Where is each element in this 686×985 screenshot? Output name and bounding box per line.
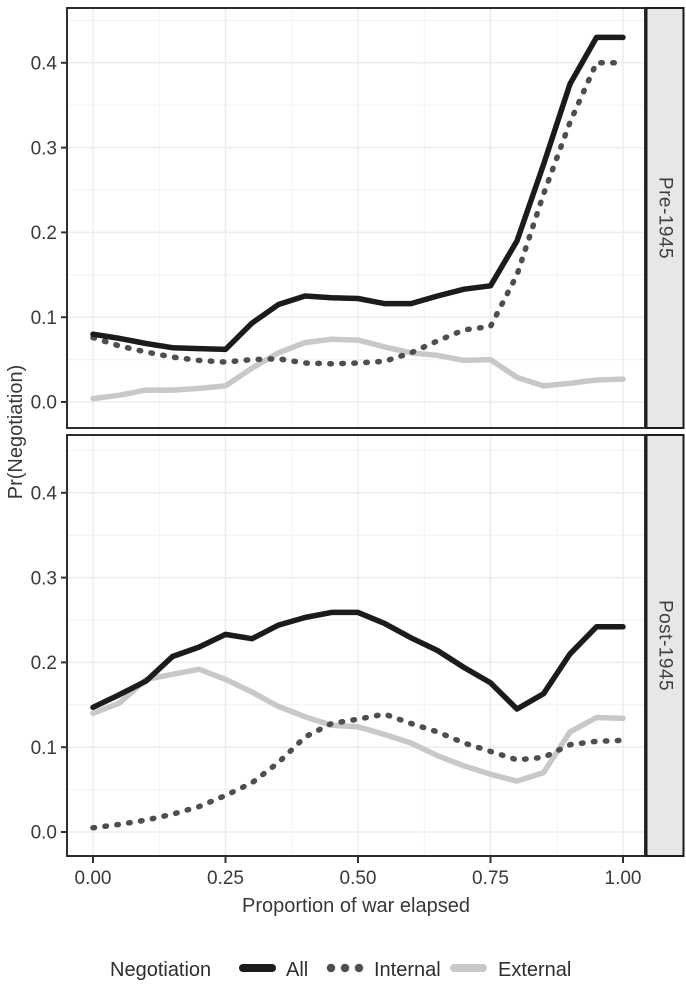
y-tick-label: 0.1	[31, 738, 57, 759]
y-tick-label: 0.2	[31, 653, 57, 674]
legend-item-internal: Internal	[326, 959, 441, 981]
y-tick-label: 0.1	[31, 308, 57, 329]
y-tick-label: 0.2	[31, 223, 57, 244]
y-tick-label: 0.3	[31, 568, 57, 589]
y-tick-label: 0.0	[31, 393, 57, 414]
facet-strip-post-1945	[645, 434, 685, 857]
series-line-external-pre-1945	[90, 336, 626, 402]
panel-border-pre-1945	[66, 7, 646, 429]
x-tick-label: 0.00	[75, 868, 112, 889]
y-tick-label: 0.4	[31, 53, 58, 74]
legend-item-external: External	[450, 959, 571, 981]
series-line-internal-pre-1945	[90, 60, 626, 367]
facet-strip-pre-1945	[645, 7, 685, 429]
legend-item-all: All	[239, 959, 308, 981]
x-tick-label: 0.75	[472, 868, 509, 889]
panel-background-post-1945	[67, 435, 645, 856]
internal-dots-swatch-icon	[354, 963, 364, 973]
internal-dots-swatch-icon	[340, 963, 350, 973]
series-line-internal-post-1945	[90, 711, 626, 831]
x-axis-title: Proportion of war elapsed	[242, 895, 470, 917]
facet-strip-label-pre-1945: Pre-1945	[654, 177, 675, 259]
panels-layer: Pre-1945 0.0 0.1 0.2 0.3 0.4 Post-1945 0.0 0.1 0.…	[31, 7, 685, 889]
series-line-all-pre-1945	[90, 34, 626, 353]
series-line-all-post-1945	[90, 609, 626, 712]
panel-border-post-1945	[66, 434, 646, 857]
x-tick-label: 1.00	[605, 868, 642, 889]
legend-label-internal: Internal	[374, 959, 441, 981]
internal-dots-swatch-icon	[326, 963, 336, 973]
legend-label-all: All	[286, 959, 308, 981]
legend: Negotiation All Internal External	[110, 959, 571, 981]
legend-title: Negotiation	[110, 959, 211, 981]
facet-strip-label-post-1945: Post-1945	[654, 600, 675, 691]
series-line-external-post-1945	[90, 666, 626, 784]
legend-label-external: External	[498, 959, 571, 981]
x-tick-label: 0.50	[340, 868, 377, 889]
y-tick-label: 0.3	[31, 138, 57, 159]
x-tick-label: 0.25	[207, 868, 244, 889]
y-tick-label: 0.0	[31, 823, 57, 844]
y-tick-label: 0.4	[31, 483, 58, 504]
y-axis-title: Pr(Negotiation)	[5, 365, 27, 500]
